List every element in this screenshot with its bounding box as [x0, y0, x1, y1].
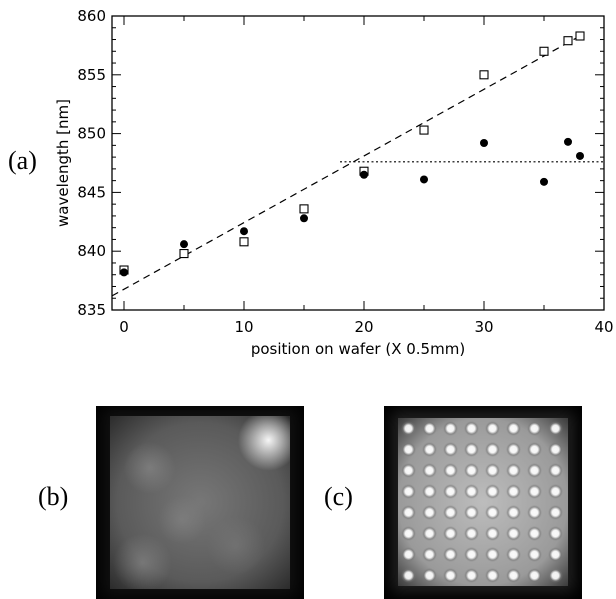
- emission-pattern-c: [398, 418, 568, 586]
- filled-circle-point: [300, 214, 308, 223]
- filled-circle-point: [360, 170, 368, 179]
- y-tick-label: 835: [77, 301, 106, 319]
- open-square-point: [575, 31, 585, 41]
- x-tick-label: 0: [119, 318, 129, 336]
- near-field-image-c: [384, 406, 582, 599]
- open-square-point: [299, 204, 309, 214]
- panel-label-b: (b): [38, 482, 69, 511]
- x-tick-label: 30: [474, 318, 493, 336]
- dashed-fit-line: [111, 35, 581, 297]
- panel-label-a: (a): [8, 146, 37, 175]
- filled-circle-point: [180, 240, 188, 249]
- filled-circle-point: [480, 139, 488, 148]
- near-field-image-b: [96, 406, 304, 599]
- y-tick-label: 855: [77, 66, 106, 84]
- filled-circle-point: [120, 268, 128, 277]
- filled-circle-point: [240, 227, 248, 236]
- y-tick-label: 860: [77, 7, 106, 25]
- open-square-point: [479, 70, 489, 80]
- y-tick-label: 845: [77, 183, 106, 201]
- y-tick-label: 840: [77, 242, 106, 260]
- x-tick-label: 20: [354, 318, 373, 336]
- open-square-point: [539, 46, 549, 56]
- plot-frame: [111, 15, 605, 311]
- open-square-point: [239, 237, 249, 247]
- y-axis-label: wavelength [nm]: [54, 99, 72, 227]
- x-axis-label: position on wafer (X 0.5mm): [251, 340, 465, 358]
- open-square-point: [179, 249, 189, 259]
- open-square-point: [563, 36, 573, 46]
- x-tick-label: 10: [234, 318, 253, 336]
- open-square-point: [419, 125, 429, 135]
- wavelength-chart: 0 10 20 30 40 835 840 845 850 855 860 position on w…: [54, 7, 614, 358]
- panel-label-c: (c): [324, 482, 353, 511]
- filled-circle-point: [564, 137, 572, 146]
- filled-circle-point: [576, 151, 584, 160]
- filled-circle-point: [540, 177, 548, 186]
- emission-pattern-b: [110, 416, 290, 589]
- y-tick-label: 850: [77, 125, 106, 143]
- filled-circle-point: [420, 175, 428, 184]
- x-tick-label: 40: [594, 318, 613, 336]
